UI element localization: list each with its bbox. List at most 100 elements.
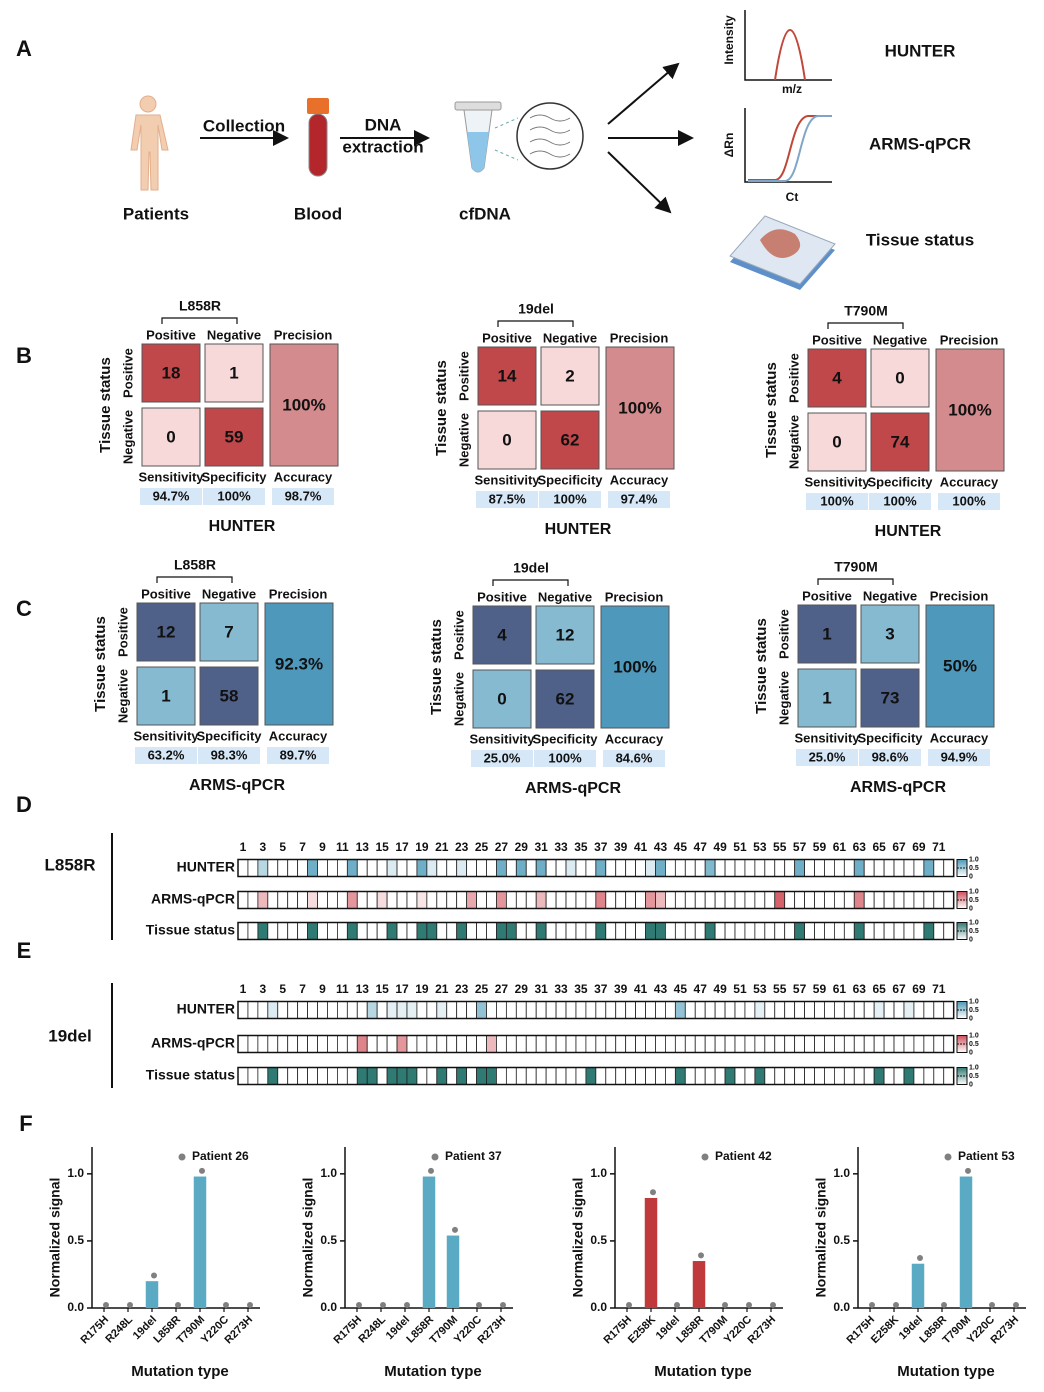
row-label: HUNTER xyxy=(177,1001,235,1017)
legend-label: Patient 42 xyxy=(715,1149,772,1163)
precision-cell xyxy=(935,348,1005,472)
heat-cell xyxy=(684,891,696,909)
cell-count: 0 xyxy=(895,368,904,387)
heat-cell xyxy=(346,1001,358,1019)
heat-cell xyxy=(356,1035,368,1053)
heat-cell xyxy=(645,891,656,909)
heat-cell xyxy=(416,1035,428,1053)
metric-label: Specificity xyxy=(537,472,603,487)
colorbar-label: 0 xyxy=(969,1015,973,1022)
heat-cell xyxy=(923,891,935,909)
heat-cell xyxy=(436,859,448,877)
heat-cell xyxy=(605,859,617,877)
data-point xyxy=(380,1302,386,1308)
heat-cell xyxy=(446,1001,458,1019)
axis-label: Ct xyxy=(786,190,799,204)
column-number: 27 xyxy=(495,982,509,996)
heat-cell xyxy=(466,922,477,940)
heat-cell xyxy=(545,922,557,940)
heat-cell xyxy=(824,859,835,877)
column-number: 61 xyxy=(833,982,847,996)
heat-cell xyxy=(625,891,636,909)
qpcr-plot-icon xyxy=(744,108,832,183)
arrow xyxy=(607,62,680,125)
heat-cell xyxy=(665,859,676,877)
heat-cell xyxy=(515,859,527,877)
column-number: 33 xyxy=(554,982,568,996)
heat-cell xyxy=(724,1067,736,1085)
heat-cell xyxy=(257,1035,269,1053)
heat-cell xyxy=(843,859,855,877)
column-number: 65 xyxy=(872,840,886,854)
metric-value: 98.3% xyxy=(211,747,248,762)
heat-cell xyxy=(724,1035,736,1053)
matrix-cell xyxy=(807,412,867,472)
heat-cell xyxy=(714,1001,726,1019)
colorbar-label: 0 xyxy=(969,873,973,880)
heat-cell xyxy=(486,1001,497,1019)
heat-cell xyxy=(356,1001,368,1019)
workflow-label: DNA xyxy=(365,115,402,134)
heat-cell xyxy=(734,891,746,909)
heat-cell xyxy=(843,891,855,909)
bar xyxy=(644,1197,658,1308)
heat-cell xyxy=(913,922,925,940)
heat-cell xyxy=(873,859,885,877)
x-axis-title: Mutation type xyxy=(131,1363,229,1380)
metric-label: Accuracy xyxy=(610,472,669,487)
bracket xyxy=(827,322,904,329)
heat-cell xyxy=(555,922,567,940)
heat-cell xyxy=(923,922,935,940)
data-point xyxy=(500,1302,506,1308)
column-header: Precision xyxy=(610,330,669,345)
heat-cell xyxy=(545,891,557,909)
heat-cell xyxy=(496,1035,507,1053)
heat-cell xyxy=(307,1001,318,1019)
heat-cell xyxy=(535,1001,547,1019)
column-number: 17 xyxy=(395,840,409,854)
precision-value: 100% xyxy=(618,398,661,417)
heat-cell xyxy=(913,891,925,909)
heat-cell xyxy=(237,891,249,909)
cell-count: 1 xyxy=(161,686,170,705)
heat-cell xyxy=(784,922,796,940)
x-tick-label: R248L xyxy=(103,1314,135,1346)
heat-cell xyxy=(366,859,378,877)
column-header: Negative xyxy=(202,586,256,601)
heat-cell xyxy=(376,891,388,909)
heat-cell xyxy=(943,922,955,940)
heat-cell xyxy=(814,1067,825,1085)
heat-cell xyxy=(804,1035,815,1053)
metric-value: 98.7% xyxy=(285,488,322,503)
matrix-cell xyxy=(199,666,259,726)
colorbar-label: 0 xyxy=(969,905,973,912)
heat-cell xyxy=(486,859,497,877)
column-header: Precision xyxy=(605,589,664,604)
column-header: Negative xyxy=(538,589,592,604)
heat-cell xyxy=(287,922,299,940)
heat-cell xyxy=(645,859,656,877)
heat-cell xyxy=(307,891,318,909)
heat-cell xyxy=(585,1001,597,1019)
colorbar-label: 1.0 xyxy=(969,1032,979,1039)
method-label: ARMS-qPCR xyxy=(869,134,971,153)
heat-cell xyxy=(883,1067,895,1085)
heat-cell xyxy=(655,922,666,940)
cell-count: 0 xyxy=(166,427,175,446)
heat-cell xyxy=(247,922,259,940)
matrix-cell xyxy=(136,666,196,726)
method-name: HUNTER xyxy=(209,518,276,535)
heat-cell xyxy=(645,1001,656,1019)
data-point xyxy=(428,1167,434,1174)
heat-cell xyxy=(505,1001,517,1019)
heat-cell xyxy=(913,1067,925,1085)
bracket xyxy=(492,579,569,586)
column-number: 57 xyxy=(793,982,807,996)
colorbar-label: 0 xyxy=(969,1049,973,1056)
blood-tube xyxy=(307,98,329,177)
heat-cell xyxy=(943,859,955,877)
heat-cell xyxy=(893,891,905,909)
heat-cell xyxy=(853,1001,865,1019)
column-number: 55 xyxy=(773,840,787,854)
heat-cell xyxy=(595,1001,607,1019)
